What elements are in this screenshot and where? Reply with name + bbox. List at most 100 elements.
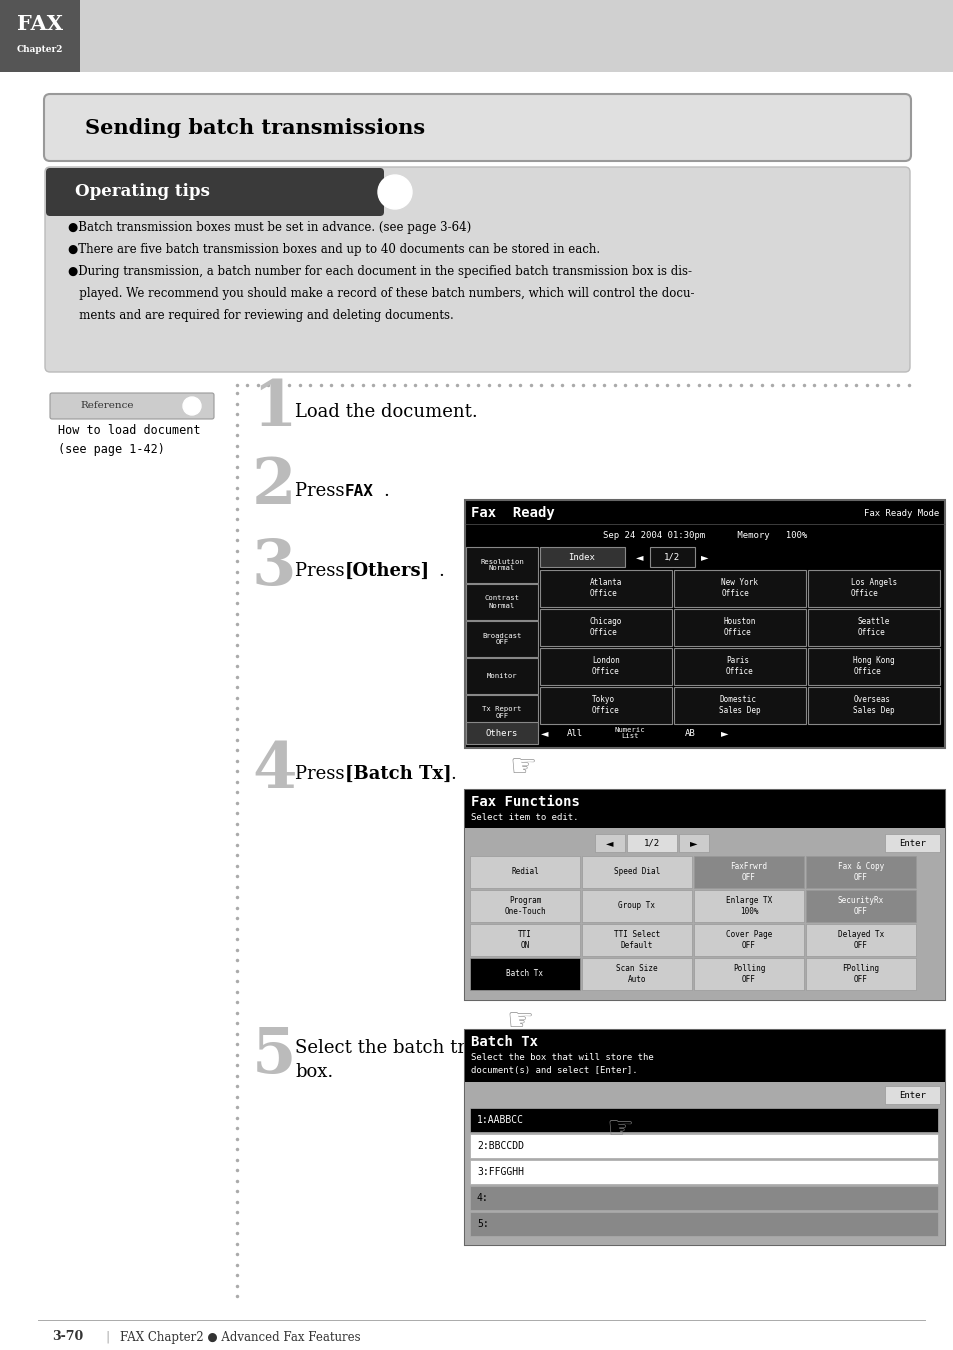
FancyBboxPatch shape — [581, 856, 691, 888]
FancyBboxPatch shape — [805, 923, 915, 956]
Text: ◄: ◄ — [605, 838, 613, 848]
FancyBboxPatch shape — [470, 923, 579, 956]
FancyBboxPatch shape — [0, 0, 80, 72]
Text: ◄: ◄ — [540, 728, 548, 738]
FancyBboxPatch shape — [45, 167, 909, 373]
FancyBboxPatch shape — [805, 890, 915, 922]
FancyBboxPatch shape — [595, 834, 624, 852]
FancyBboxPatch shape — [465, 585, 537, 620]
Text: FAX Chapter2 ● Advanced Fax Features: FAX Chapter2 ● Advanced Fax Features — [120, 1331, 360, 1343]
Text: Batch Tx: Batch Tx — [471, 1035, 537, 1049]
FancyBboxPatch shape — [693, 856, 803, 888]
FancyBboxPatch shape — [673, 570, 805, 608]
FancyBboxPatch shape — [679, 834, 708, 852]
Text: Enter: Enter — [899, 1091, 925, 1099]
FancyBboxPatch shape — [470, 856, 579, 888]
Text: Load the document.: Load the document. — [294, 404, 477, 421]
Text: 4: 4 — [252, 740, 296, 801]
FancyBboxPatch shape — [884, 1085, 939, 1104]
Circle shape — [377, 176, 412, 209]
Text: Index: Index — [568, 552, 595, 562]
Text: TTI
ON: TTI ON — [517, 930, 532, 949]
Text: Los Angels
Office: Los Angels Office — [850, 578, 896, 598]
FancyBboxPatch shape — [464, 1030, 944, 1081]
FancyBboxPatch shape — [539, 648, 671, 684]
FancyBboxPatch shape — [581, 958, 691, 990]
Text: Operating tips: Operating tips — [75, 184, 210, 201]
Text: ●There are five batch transmission boxes and up to 40 documents can be stored in: ●There are five batch transmission boxes… — [68, 243, 599, 256]
Text: ments and are required for reviewing and deleting documents.: ments and are required for reviewing and… — [68, 309, 454, 323]
FancyBboxPatch shape — [44, 95, 910, 161]
FancyBboxPatch shape — [46, 167, 384, 216]
Text: Delayed Tx
OFF: Delayed Tx OFF — [837, 930, 883, 949]
Text: 1/2: 1/2 — [663, 552, 679, 562]
Text: 3: 3 — [252, 536, 296, 598]
FancyBboxPatch shape — [464, 1030, 944, 1245]
Text: 5: 5 — [252, 1025, 296, 1085]
FancyBboxPatch shape — [299, 171, 379, 212]
FancyBboxPatch shape — [805, 958, 915, 990]
Text: 2: 2 — [252, 456, 296, 517]
FancyBboxPatch shape — [464, 790, 944, 1000]
FancyBboxPatch shape — [470, 1212, 937, 1237]
Text: Hong Kong
Office: Hong Kong Office — [852, 656, 894, 676]
Text: 5:: 5: — [476, 1219, 488, 1228]
FancyBboxPatch shape — [470, 1108, 937, 1133]
Text: Fax & Copy
OFF: Fax & Copy OFF — [837, 863, 883, 882]
Text: ►: ► — [690, 838, 697, 848]
Text: Select the box that will store the: Select the box that will store the — [471, 1053, 653, 1061]
Text: Reference: Reference — [80, 401, 133, 410]
FancyBboxPatch shape — [673, 609, 805, 647]
Text: Chicago
Office: Chicago Office — [589, 617, 621, 637]
FancyBboxPatch shape — [807, 570, 939, 608]
FancyBboxPatch shape — [470, 1187, 937, 1210]
FancyBboxPatch shape — [581, 890, 691, 922]
Text: FAX: FAX — [345, 483, 374, 498]
FancyBboxPatch shape — [581, 923, 691, 956]
FancyBboxPatch shape — [470, 890, 579, 922]
Text: FaxFrwrd
OFF: FaxFrwrd OFF — [730, 863, 767, 882]
Text: ►: ► — [720, 728, 728, 738]
Text: ●Batch transmission boxes must be set in advance. (see page 3-64): ●Batch transmission boxes must be set in… — [68, 221, 471, 235]
Text: Polling
OFF: Polling OFF — [732, 964, 764, 984]
Text: ☞: ☞ — [606, 1115, 633, 1145]
Text: Batch Tx: Batch Tx — [506, 969, 543, 979]
Text: ◄: ◄ — [636, 552, 643, 562]
Text: document(s) and select [Enter].: document(s) and select [Enter]. — [471, 1065, 637, 1075]
FancyBboxPatch shape — [673, 687, 805, 724]
Text: Cover Page
OFF: Cover Page OFF — [725, 930, 771, 949]
Text: .: . — [450, 765, 456, 783]
FancyBboxPatch shape — [649, 547, 695, 567]
FancyBboxPatch shape — [539, 609, 671, 647]
Text: New York
Office: New York Office — [720, 578, 758, 598]
Text: ☞: ☞ — [509, 753, 537, 783]
FancyBboxPatch shape — [464, 790, 944, 828]
Text: Broadcast
OFF: Broadcast OFF — [482, 633, 521, 645]
Text: ●During transmission, a batch number for each document in the specified batch tr: ●During transmission, a batch number for… — [68, 266, 691, 278]
Text: All: All — [566, 729, 582, 737]
Text: Program
One-Touch: Program One-Touch — [503, 896, 545, 915]
Text: [Batch Tx]: [Batch Tx] — [345, 765, 451, 783]
Text: (see page 1-42): (see page 1-42) — [58, 444, 165, 456]
Text: Enlarge TX
100%: Enlarge TX 100% — [725, 896, 771, 915]
Text: box.: box. — [294, 1062, 333, 1081]
FancyBboxPatch shape — [464, 500, 944, 748]
Text: |: | — [105, 1331, 110, 1343]
Text: Contrast
Normal: Contrast Normal — [484, 595, 519, 609]
FancyBboxPatch shape — [693, 958, 803, 990]
Text: Domestic
Sales Dep: Domestic Sales Dep — [719, 695, 760, 714]
Text: [Others]: [Others] — [345, 562, 430, 580]
FancyBboxPatch shape — [539, 570, 671, 608]
Text: TTI Select
Default: TTI Select Default — [613, 930, 659, 949]
Text: Redial: Redial — [511, 868, 538, 876]
Text: Scan Size
Auto: Scan Size Auto — [616, 964, 658, 984]
FancyBboxPatch shape — [693, 923, 803, 956]
Text: Press: Press — [294, 765, 350, 783]
Text: 2:BBCCDD: 2:BBCCDD — [476, 1141, 523, 1152]
Text: Overseas
Sales Dep: Overseas Sales Dep — [852, 695, 894, 714]
Text: played. We recommend you should make a record of these batch numbers, which will: played. We recommend you should make a r… — [68, 288, 694, 301]
FancyBboxPatch shape — [50, 393, 213, 418]
Text: Numeric
List: Numeric List — [614, 726, 644, 740]
Text: Press: Press — [294, 482, 350, 500]
Text: Speed Dial: Speed Dial — [613, 868, 659, 876]
